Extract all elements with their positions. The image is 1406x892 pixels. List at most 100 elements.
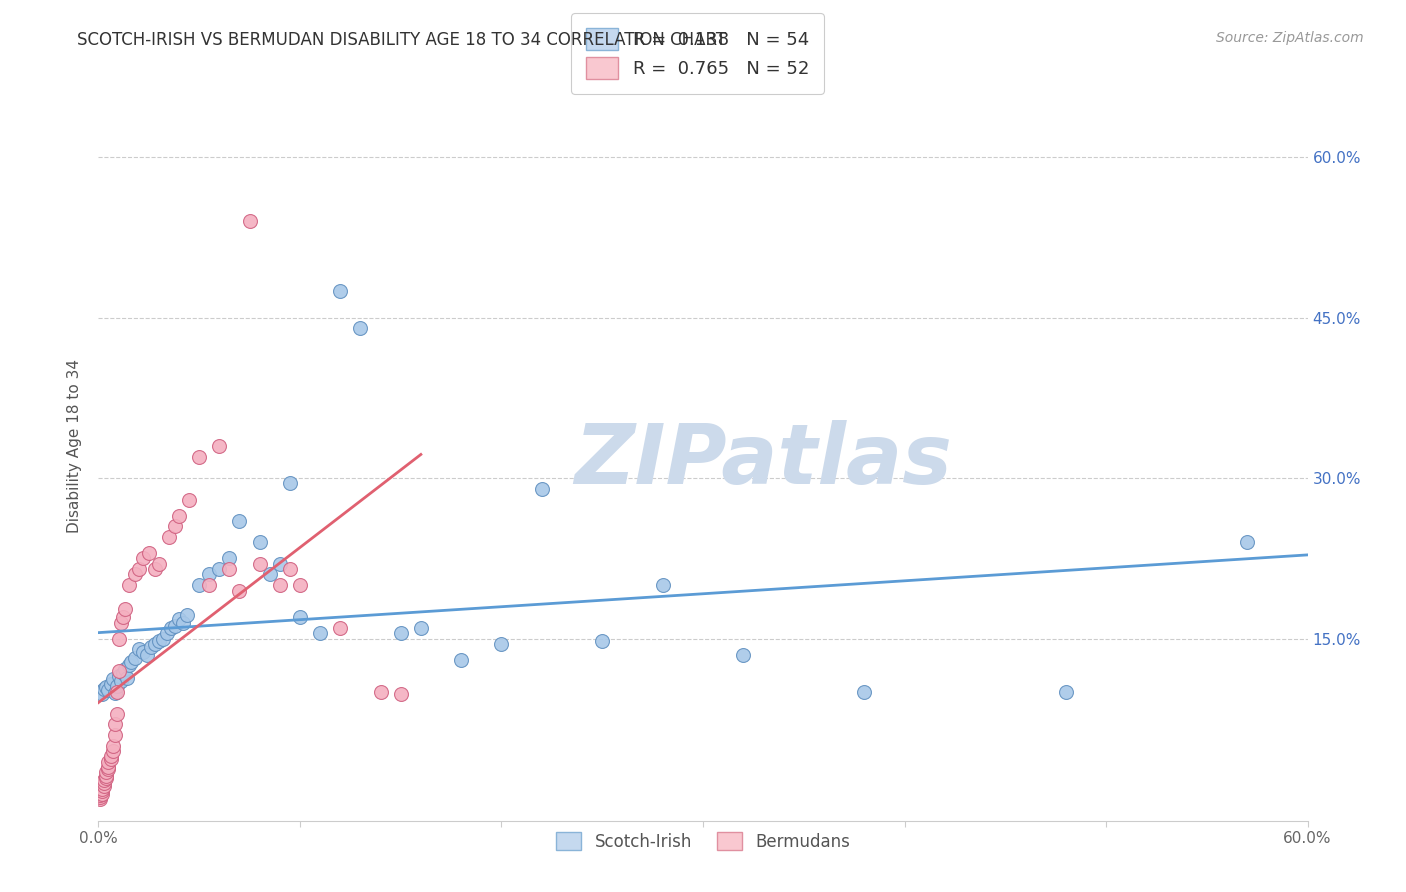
Point	[103, 686, 125, 700]
Point	[118, 578, 141, 592]
Point	[100, 751, 122, 765]
Point	[89, 790, 111, 805]
Point	[329, 284, 352, 298]
Point	[124, 567, 146, 582]
Point	[132, 644, 155, 658]
Point	[107, 669, 129, 683]
Point	[93, 681, 115, 696]
Point	[105, 679, 128, 693]
Point	[198, 578, 221, 592]
Point	[120, 655, 142, 669]
Point	[370, 685, 392, 699]
Point	[278, 562, 301, 576]
Point	[179, 492, 201, 507]
Point	[591, 633, 613, 648]
Point	[249, 557, 271, 571]
Point	[853, 685, 876, 699]
Point	[97, 683, 120, 698]
Point	[115, 671, 138, 685]
Point	[259, 567, 281, 582]
Point	[163, 619, 186, 633]
Point	[124, 651, 146, 665]
Point	[491, 637, 513, 651]
Point	[409, 621, 432, 635]
Point	[269, 578, 291, 592]
Point	[114, 601, 136, 615]
Point	[176, 608, 198, 623]
Point	[111, 610, 134, 624]
Point	[91, 781, 114, 796]
Point	[269, 557, 291, 571]
Point	[450, 653, 472, 667]
Point	[100, 749, 122, 764]
Point	[167, 612, 190, 626]
Point	[228, 583, 250, 598]
Point	[91, 787, 114, 801]
Point	[128, 642, 150, 657]
Point	[188, 578, 211, 592]
Point	[249, 535, 271, 549]
Point	[167, 508, 190, 523]
Point	[132, 551, 155, 566]
Text: ZIPatlas: ZIPatlas	[575, 420, 952, 501]
Point	[96, 771, 118, 785]
Point	[101, 673, 124, 687]
Point	[114, 662, 136, 676]
Point	[389, 687, 412, 701]
Point	[156, 626, 179, 640]
Point	[208, 439, 231, 453]
Point	[96, 680, 118, 694]
Point	[97, 760, 120, 774]
Point	[309, 626, 332, 640]
Point	[91, 687, 114, 701]
Point	[288, 610, 311, 624]
Point	[93, 780, 115, 794]
Point	[103, 717, 125, 731]
Point	[288, 578, 311, 592]
Point	[96, 765, 118, 780]
Point	[208, 562, 231, 576]
Point	[103, 728, 125, 742]
Point	[101, 744, 124, 758]
Point	[163, 519, 186, 533]
Point	[143, 562, 166, 576]
Text: Source: ZipAtlas.com: Source: ZipAtlas.com	[1216, 31, 1364, 45]
Point	[97, 755, 120, 769]
Point	[89, 685, 111, 699]
Point	[1054, 685, 1077, 699]
Y-axis label: Disability Age 18 to 34: Disability Age 18 to 34	[67, 359, 83, 533]
Point	[198, 567, 221, 582]
Point	[107, 664, 129, 678]
Point	[152, 632, 174, 646]
Point	[110, 674, 132, 689]
Point	[107, 632, 129, 646]
Point	[89, 788, 111, 802]
Point	[105, 706, 128, 721]
Point	[218, 551, 240, 566]
Legend: Scotch-Irish, Bermudans: Scotch-Irish, Bermudans	[550, 825, 856, 857]
Point	[135, 648, 157, 662]
Point	[349, 321, 371, 335]
Point	[91, 783, 114, 797]
Point	[110, 615, 132, 630]
Point	[100, 676, 122, 690]
Point	[93, 776, 115, 790]
Point	[1236, 535, 1258, 549]
Point	[143, 637, 166, 651]
Point	[228, 514, 250, 528]
Point	[389, 626, 412, 640]
Point	[101, 739, 124, 753]
Point	[530, 482, 553, 496]
Point	[96, 769, 118, 783]
Point	[89, 792, 111, 806]
Point	[160, 621, 183, 635]
Point	[111, 665, 134, 680]
Point	[128, 562, 150, 576]
Point	[651, 578, 673, 592]
Point	[278, 476, 301, 491]
Point	[97, 762, 120, 776]
Point	[148, 633, 170, 648]
Point	[138, 546, 160, 560]
Point	[139, 640, 162, 655]
Point	[172, 615, 194, 630]
